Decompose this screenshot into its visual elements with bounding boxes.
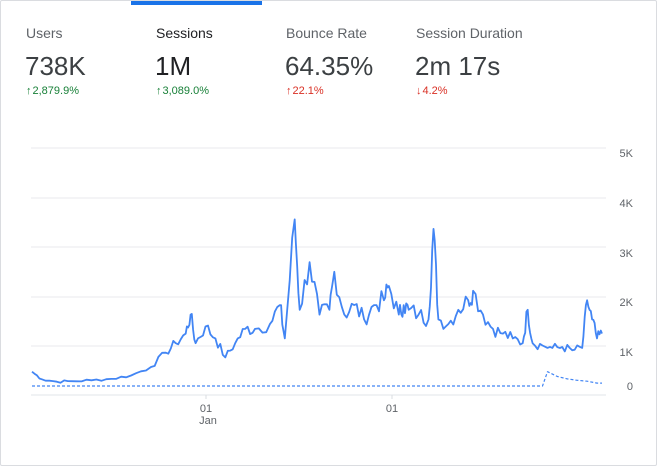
y-tick-label: 0 bbox=[627, 381, 633, 393]
metric-value-sessions: 1M bbox=[155, 51, 192, 81]
y-tick-label: 4K bbox=[620, 198, 634, 210]
metric-label-users: Users bbox=[26, 25, 63, 41]
metric-label-session-duration: Session Duration bbox=[416, 25, 523, 41]
change-value: 4.2% bbox=[422, 85, 448, 97]
tab-session-duration[interactable]: Session Duration 2m 17s ↓4.2% bbox=[415, 1, 556, 121]
change-value: 3,089.0% bbox=[162, 85, 209, 97]
y-tick-label: 3K bbox=[620, 248, 634, 260]
sessions-series-line bbox=[31, 218, 603, 384]
metric-change-sessions: ↑3,089.0% bbox=[156, 85, 209, 97]
active-tab-indicator bbox=[131, 1, 262, 5]
x-tick-label: 01 bbox=[200, 403, 212, 415]
metric-change-session-duration: ↓4.2% bbox=[416, 85, 448, 97]
metric-value-session-duration: 2m 17s bbox=[415, 51, 501, 81]
x-tick-sublabel: Jan bbox=[199, 415, 217, 427]
metric-value-bounce-rate: 64.35% bbox=[285, 51, 374, 81]
change-arrow-icon: ↑ bbox=[286, 85, 292, 97]
y-tick-label: 5K bbox=[620, 148, 634, 160]
y-tick-label: 1K bbox=[620, 347, 634, 359]
metric-change-bounce-rate: ↑22.1% bbox=[286, 85, 324, 97]
change-arrow-icon: ↓ bbox=[416, 85, 422, 97]
tab-users[interactable]: Users 738K ↑2,879.9% bbox=[25, 1, 136, 121]
change-arrow-icon: ↑ bbox=[156, 85, 162, 97]
metric-label-sessions: Sessions bbox=[156, 25, 213, 41]
metric-label-bounce-rate: Bounce Rate bbox=[286, 25, 367, 41]
metric-change-users: ↑2,879.9% bbox=[26, 85, 79, 97]
change-arrow-icon: ↑ bbox=[26, 85, 32, 97]
change-value: 2,879.9% bbox=[32, 85, 79, 97]
metric-value-users: 738K bbox=[25, 51, 86, 81]
tab-bounce-rate[interactable]: Bounce Rate 64.35% ↑22.1% bbox=[285, 1, 406, 121]
change-value: 22.1% bbox=[292, 85, 324, 97]
y-tick-label: 2K bbox=[620, 297, 634, 309]
tab-sessions[interactable]: Sessions 1M ↑3,089.0% bbox=[131, 1, 262, 121]
comparison-series-line bbox=[32, 371, 602, 387]
x-tick-label: 01 bbox=[386, 403, 398, 415]
